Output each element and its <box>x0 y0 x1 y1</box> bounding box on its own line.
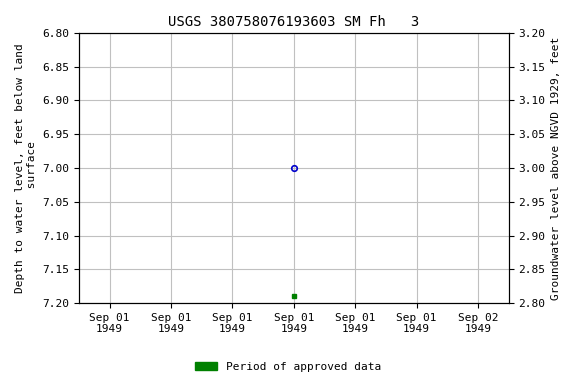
Title: USGS 380758076193603 SM Fh   3: USGS 380758076193603 SM Fh 3 <box>168 15 419 29</box>
Y-axis label: Depth to water level, feet below land
 surface: Depth to water level, feet below land su… <box>15 43 37 293</box>
Legend: Period of approved data: Period of approved data <box>191 358 385 377</box>
Y-axis label: Groundwater level above NGVD 1929, feet: Groundwater level above NGVD 1929, feet <box>551 36 561 300</box>
